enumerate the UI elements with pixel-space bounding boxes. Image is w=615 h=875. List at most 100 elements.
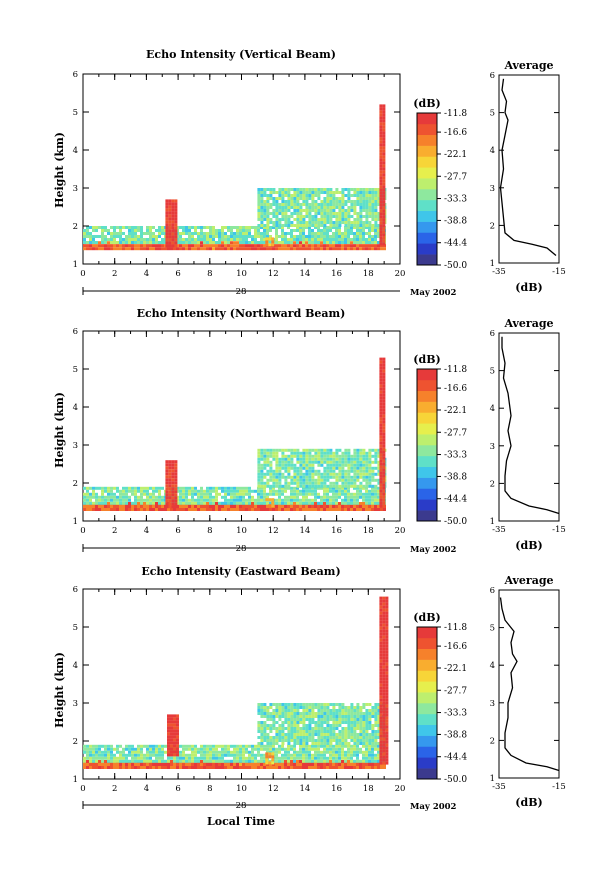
echo-cell bbox=[368, 747, 371, 751]
echo-cell bbox=[131, 759, 134, 763]
echo-cell bbox=[305, 763, 308, 766]
echo-cell bbox=[290, 215, 294, 218]
echo-cell bbox=[314, 215, 318, 218]
echo-cell bbox=[287, 191, 291, 194]
echo-feature bbox=[265, 498, 275, 508]
echo-cell bbox=[266, 739, 270, 742]
echo-cell bbox=[197, 241, 200, 244]
echo-cell bbox=[236, 753, 239, 757]
echo-cell bbox=[248, 750, 251, 754]
echo-cell bbox=[200, 750, 203, 754]
echo-cell bbox=[278, 498, 281, 502]
echo-cell bbox=[194, 486, 197, 490]
echo-cell bbox=[362, 200, 366, 203]
echo-cell bbox=[290, 733, 294, 736]
echo-cell bbox=[113, 229, 116, 232]
echo-cell bbox=[299, 766, 302, 769]
average-profile-line bbox=[499, 78, 557, 256]
echo-cell bbox=[362, 715, 366, 718]
echo-cell bbox=[308, 457, 312, 461]
echo-cell bbox=[149, 486, 152, 490]
echo-cell bbox=[95, 226, 98, 229]
echo-cell bbox=[119, 226, 122, 229]
echo-cell bbox=[379, 176, 383, 180]
echo-cell bbox=[182, 501, 185, 505]
echo-cell bbox=[119, 750, 122, 754]
echo-cell bbox=[254, 238, 257, 241]
echo-cell bbox=[311, 501, 314, 505]
echo-cell bbox=[350, 727, 354, 730]
echo-cell bbox=[119, 759, 122, 763]
echo-cell bbox=[317, 218, 321, 221]
day-label: 28 bbox=[236, 287, 247, 297]
echo-cell bbox=[385, 656, 389, 660]
echo-cell bbox=[230, 232, 233, 235]
echo-cell bbox=[290, 235, 293, 238]
x-tick-label: 4 bbox=[144, 269, 149, 279]
echo-cell bbox=[176, 741, 179, 745]
echo-cell bbox=[116, 235, 119, 238]
echo-cell bbox=[206, 238, 209, 241]
echo-cell bbox=[265, 243, 269, 247]
echo-cell bbox=[227, 763, 230, 766]
echo-cell bbox=[125, 759, 128, 763]
echo-cell bbox=[104, 750, 107, 754]
echo-cell bbox=[379, 677, 383, 681]
echo-cell bbox=[368, 188, 372, 191]
echo-cell bbox=[263, 191, 267, 194]
echo-cell bbox=[161, 241, 164, 244]
echo-cell bbox=[317, 727, 321, 730]
echo-cell bbox=[257, 727, 261, 730]
echo-cell bbox=[317, 481, 321, 485]
echo-cell bbox=[308, 486, 311, 490]
echo-cell bbox=[293, 736, 297, 739]
echo-cell bbox=[272, 763, 275, 766]
echo-cell bbox=[275, 505, 278, 508]
echo-cell bbox=[296, 481, 300, 485]
echo-cell bbox=[347, 736, 351, 739]
echo-cell bbox=[379, 749, 383, 753]
echo-cell bbox=[233, 744, 236, 748]
echo-cell bbox=[158, 744, 161, 748]
echo-cell bbox=[335, 197, 339, 200]
echo-cell bbox=[314, 730, 318, 733]
echo-cell bbox=[338, 235, 341, 238]
echo-cell bbox=[272, 203, 276, 206]
echo-cell bbox=[326, 505, 329, 508]
echo-cell bbox=[335, 454, 339, 458]
echo-cell bbox=[332, 709, 336, 712]
echo-cell bbox=[359, 215, 363, 218]
echo-cell bbox=[281, 736, 285, 739]
echo-cell bbox=[200, 226, 203, 229]
echo-cell bbox=[350, 481, 354, 485]
echo-cell bbox=[382, 176, 386, 180]
echo-cell bbox=[128, 241, 131, 244]
echo-cell bbox=[266, 451, 270, 455]
echo-cell bbox=[101, 232, 104, 235]
echo-cell bbox=[171, 220, 175, 224]
echo-cell bbox=[296, 727, 300, 730]
echo-cell bbox=[269, 460, 273, 464]
echo-cell bbox=[200, 756, 203, 760]
echo-cell bbox=[104, 760, 107, 763]
echo-cell bbox=[179, 501, 182, 505]
echo-cell bbox=[379, 191, 383, 195]
echo-cell bbox=[347, 206, 351, 209]
echo-cell bbox=[140, 247, 143, 251]
echo-cell bbox=[308, 730, 312, 733]
echo-cell bbox=[290, 478, 294, 482]
echo-cell bbox=[170, 726, 173, 730]
echo-field bbox=[83, 104, 387, 251]
echo-cell bbox=[200, 508, 203, 511]
echo-cell bbox=[173, 766, 176, 769]
echo-cell bbox=[338, 478, 342, 482]
echo-cell bbox=[179, 759, 182, 763]
echo-cell bbox=[266, 197, 270, 200]
echo-cell bbox=[179, 744, 182, 748]
echo-cell bbox=[335, 486, 338, 490]
echo-cell bbox=[134, 229, 137, 232]
echo-cell bbox=[326, 495, 329, 499]
echo-cell bbox=[356, 766, 359, 769]
echo-cell bbox=[296, 724, 300, 727]
echo-cell bbox=[275, 454, 279, 458]
